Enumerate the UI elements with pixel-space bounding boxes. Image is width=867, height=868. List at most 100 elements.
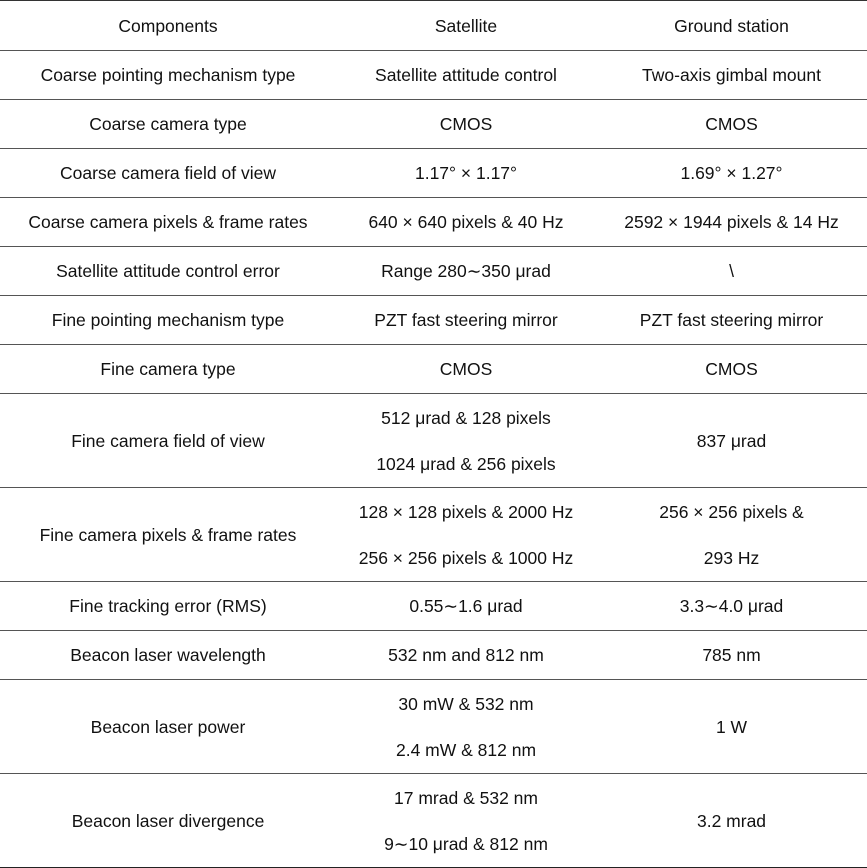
- component-cell: Satellite attitude control error: [0, 247, 336, 295]
- cell-text: 785 nm: [702, 645, 761, 665]
- cell-text: 293 Hz: [703, 547, 760, 568]
- cell-text: Beacon laser divergence: [71, 810, 265, 831]
- ground-station-cell: \: [596, 247, 867, 295]
- table-row: Coarse pointing mechanism type Satellite …: [0, 51, 867, 100]
- table-row: Beacon laser wavelength 532 nm and 812 nm…: [0, 631, 867, 680]
- ground-station-cell: 3.3∼4.0 μrad: [596, 582, 867, 630]
- cell-text: CMOS: [705, 359, 758, 379]
- component-cell: Fine pointing mechanism type: [0, 296, 336, 344]
- header-ground-station: Ground station: [674, 15, 789, 36]
- cell-text: Coarse camera type: [89, 114, 247, 134]
- table-row: Fine camera field of view 512 μrad & 128 …: [0, 394, 867, 488]
- ground-station-cell: 837 μrad: [596, 394, 867, 487]
- cell-text: Fine tracking error (RMS): [69, 596, 267, 616]
- cell-text: 128 × 128 pixels & 2000 Hz: [358, 501, 574, 522]
- ground-station-cell: 2592 × 1944 pixels & 14 Hz: [596, 198, 867, 246]
- satellite-cell: 30 mW & 532 nm 2.4 mW & 812 nm: [336, 680, 596, 773]
- cell-text: Coarse camera pixels & frame rates: [28, 212, 308, 232]
- cell-text: 532 nm and 812 nm: [388, 645, 544, 665]
- table-row: Fine tracking error (RMS) 0.55∼1.6 μrad 3.…: [0, 582, 867, 631]
- cell-text: 2.4 mW & 812 nm: [395, 739, 537, 760]
- cell-text: 512 μrad & 128 pixels: [381, 407, 551, 428]
- ground-station-cell: 1 W: [596, 680, 867, 773]
- cell-text: 0.55∼1.6 μrad: [409, 596, 523, 616]
- cell-text: 30 mW & 532 nm: [398, 693, 534, 714]
- ground-station-cell: Two-axis gimbal mount: [596, 51, 867, 99]
- satellite-cell: 17 mrad & 532 nm 9∼10 μrad & 812 nm: [336, 774, 596, 867]
- cell-text: CMOS: [705, 114, 758, 134]
- satellite-cell: CMOS: [336, 345, 596, 393]
- satellite-cell: 1.17° × 1.17°: [336, 149, 596, 197]
- table-row: Fine camera type CMOS CMOS: [0, 345, 867, 394]
- cell-text: 1024 μrad & 256 pixels: [376, 453, 556, 474]
- table-row: Coarse camera type CMOS CMOS: [0, 100, 867, 149]
- ground-station-cell: 1.69° × 1.27°: [596, 149, 867, 197]
- header-satellite: Satellite: [434, 15, 498, 36]
- cell-text: PZT fast steering mirror: [374, 310, 558, 330]
- component-cell: Beacon laser power: [0, 680, 336, 773]
- component-cell: Beacon laser divergence: [0, 774, 336, 867]
- cell-text: CMOS: [439, 114, 493, 134]
- cell-text: Range 280∼350 μrad: [381, 261, 551, 281]
- cell-text: Satellite attitude control error: [56, 261, 280, 281]
- satellite-cell: Satellite attitude control: [336, 51, 596, 99]
- satellite-cell: 640 × 640 pixels & 40 Hz: [336, 198, 596, 246]
- table-row: Satellite attitude control error Range 28…: [0, 247, 867, 296]
- ground-station-cell: PZT fast steering mirror: [596, 296, 867, 344]
- ground-station-cell: 785 nm: [596, 631, 867, 679]
- component-cell: Coarse camera type: [0, 100, 336, 148]
- component-cell: Fine camera field of view: [0, 394, 336, 487]
- component-cell: Coarse pointing mechanism type: [0, 51, 336, 99]
- cell-text: Coarse pointing mechanism type: [40, 65, 296, 85]
- ground-station-cell: CMOS: [596, 345, 867, 393]
- cell-text: Beacon laser wavelength: [70, 645, 266, 665]
- cell-text: 3.3∼4.0 μrad: [679, 596, 784, 616]
- satellite-cell: Range 280∼350 μrad: [336, 247, 596, 295]
- cell-text: 2592 × 1944 pixels & 14 Hz: [624, 212, 839, 232]
- cell-text: Fine camera pixels & frame rates: [39, 524, 297, 545]
- cell-text: 1.69° × 1.27°: [680, 163, 783, 183]
- cell-text: 256 × 256 pixels & 1000 Hz: [358, 547, 574, 568]
- cell-text: Satellite attitude control: [375, 65, 557, 85]
- ground-station-cell: CMOS: [596, 100, 867, 148]
- table-row: Fine pointing mechanism type PZT fast ste…: [0, 296, 867, 345]
- cell-text: 3.2 mrad: [696, 810, 767, 831]
- cell-text: Fine camera field of view: [71, 430, 265, 451]
- cell-text: CMOS: [439, 359, 493, 379]
- table-row: Beacon laser divergence 17 mrad & 532 nm 9…: [0, 774, 867, 868]
- cell-text: 256 × 256 pixels &: [659, 501, 804, 522]
- satellite-cell: 532 nm and 812 nm: [336, 631, 596, 679]
- ground-station-cell: 256 × 256 pixels & 293 Hz: [596, 488, 867, 581]
- table-row: Coarse camera field of view 1.17° × 1.17°…: [0, 149, 867, 198]
- satellite-cell: PZT fast steering mirror: [336, 296, 596, 344]
- cell-text: \: [729, 261, 734, 281]
- table-row: Coarse camera pixels & frame rates 640 × …: [0, 198, 867, 247]
- satellite-cell: 0.55∼1.6 μrad: [336, 582, 596, 630]
- table-row: Fine camera pixels & frame rates 128 × 12…: [0, 488, 867, 582]
- component-cell: Beacon laser wavelength: [0, 631, 336, 679]
- component-cell: Fine camera type: [0, 345, 336, 393]
- component-cell: Fine camera pixels & frame rates: [0, 488, 336, 581]
- ground-station-cell: 3.2 mrad: [596, 774, 867, 867]
- cell-text: 17 mrad & 532 nm: [394, 787, 538, 808]
- component-cell: Coarse camera field of view: [0, 149, 336, 197]
- cell-text: Two-axis gimbal mount: [642, 65, 821, 85]
- component-cell: Coarse camera pixels & frame rates: [0, 198, 336, 246]
- header-components: Components: [118, 15, 218, 36]
- component-cell: Fine tracking error (RMS): [0, 582, 336, 630]
- cell-text: Coarse camera field of view: [60, 163, 276, 183]
- cell-text: 1 W: [715, 716, 748, 737]
- cell-text: PZT fast steering mirror: [639, 310, 824, 330]
- cell-text: Beacon laser power: [90, 716, 246, 737]
- cell-text: Fine pointing mechanism type: [51, 310, 285, 330]
- satellite-cell: 128 × 128 pixels & 2000 Hz 256 × 256 pixe…: [336, 488, 596, 581]
- cell-text: 9∼10 μrad & 812 nm: [384, 833, 548, 854]
- table-row: Beacon laser power 30 mW & 532 nm 2.4 mW &…: [0, 680, 867, 774]
- header-row: Components Satellite Ground station: [0, 0, 867, 51]
- cell-text: 640 × 640 pixels & 40 Hz: [368, 212, 564, 232]
- table-body: Coarse pointing mechanism type Satellite …: [0, 51, 867, 868]
- cell-text: 1.17° × 1.17°: [414, 163, 518, 183]
- cell-text: Fine camera type: [100, 359, 236, 379]
- satellite-cell: CMOS: [336, 100, 596, 148]
